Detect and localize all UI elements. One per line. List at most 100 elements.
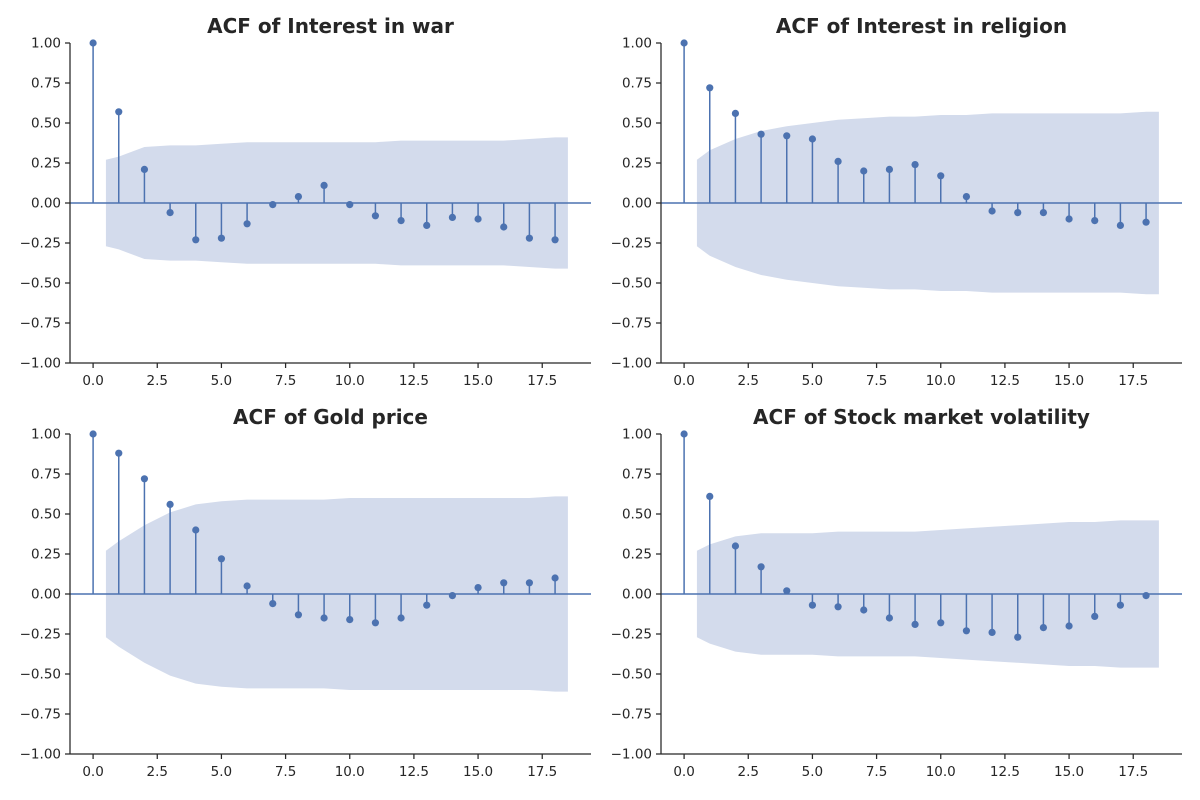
y-tick-label: 0.75 [622,76,652,92]
acf-point-lag-3 [166,209,174,217]
y-tick-label: 0.25 [622,156,652,172]
y-tick-label: −0.75 [20,316,61,332]
acf-point-lag-9 [320,181,328,189]
y-tick-label: −0.75 [20,707,61,723]
x-tick-label: 12.5 [990,373,1020,389]
acf-point-lag-10 [346,201,354,209]
x-tick-label: 17.5 [527,373,557,389]
y-tick-label: 0.00 [31,587,61,603]
x-tick-label: 7.5 [275,764,296,780]
y-tick-label: 0.25 [31,156,61,172]
y-tick-label: 0.75 [622,467,652,483]
acf-point-lag-16 [1091,612,1099,621]
acf-point-lag-17 [525,579,534,587]
acf-point-lag-12 [988,207,996,215]
acf-point-lag-3 [166,500,174,508]
y-tick-label: 0.25 [31,547,61,563]
acf-panel-2: 1.00 0.75 0.50 0.25 0.00 −0.25 −0.50 −0.75 −1.00… [611,14,1182,389]
y-tick-label: −0.25 [611,236,652,252]
y-tick-label: 0.25 [622,547,652,563]
x-tick-label: 2.5 [738,373,759,389]
x-tick-label: 12.5 [399,764,429,780]
y-tick-label: 0.50 [622,507,652,523]
x-tick-label: 17.5 [1118,373,1148,389]
x-tick-label: 5.0 [211,764,232,780]
acf-point-lag-1 [115,449,123,457]
acf-point-lag-0 [680,39,688,47]
acf-point-lag-1 [115,108,123,116]
acf-point-lag-15 [474,584,482,592]
acf-point-lag-5 [808,601,817,609]
acf-point-lag-13 [423,601,431,609]
panel-title: ACF of Stock market volatility [753,405,1090,429]
acf-point-lag-9 [320,614,328,622]
panel-title: ACF of Interest in war [207,14,454,38]
acf-point-lag-15 [1065,215,1073,223]
x-tick-label: 0.0 [82,373,103,389]
acf-point-lag-0 [680,430,688,438]
acf-point-lag-13 [1014,209,1022,217]
acf-point-lag-9 [911,620,919,629]
acf-point-lag-10 [346,616,354,624]
acf-point-lag-6 [243,220,251,228]
x-tick-label: 10.0 [335,764,365,780]
acf-point-lag-0 [89,39,97,47]
acf-point-lag-18 [1142,218,1150,226]
acf-point-lag-6 [243,582,251,590]
x-tick-label: 17.5 [1118,764,1148,780]
y-tick-label: −0.50 [20,667,61,683]
y-tick-label: 1.00 [622,36,652,52]
acf-point-lag-18 [551,236,559,244]
y-tick-label: −0.50 [20,276,61,292]
acf-point-lag-1 [706,84,714,92]
x-tick-label: 7.5 [866,373,887,389]
x-tick-label: 5.0 [211,373,232,389]
y-tick-label: −1.00 [20,747,61,763]
x-tick-label: 0.0 [673,764,694,780]
acf-point-lag-12 [988,628,996,637]
acf-point-lag-2 [731,542,740,550]
acf-point-lag-7 [860,606,868,614]
acf-point-lag-2 [140,475,149,483]
acf-point-lag-4 [192,236,200,244]
acf-point-lag-18 [551,574,559,582]
x-tick-label: 0.0 [673,373,694,389]
acf-point-lag-4 [783,132,791,140]
x-tick-label: 15.0 [463,764,493,780]
acf-point-lag-14 [1039,209,1048,217]
acf-point-lag-15 [474,215,482,223]
x-tick-label: 10.0 [926,764,956,780]
acf-point-lag-10 [937,619,945,627]
x-tick-label: 15.0 [1054,373,1084,389]
acf-point-lag-2 [731,109,740,117]
x-tick-label: 17.5 [527,764,557,780]
acf-point-lag-15 [1065,622,1073,630]
acf-point-lag-16 [500,579,508,587]
y-tick-label: 0.50 [31,116,61,132]
acf-point-lag-4 [192,526,200,534]
y-tick-label: 0.50 [31,507,61,523]
x-tick-label: 5.0 [802,373,823,389]
y-tick-label: 0.00 [622,196,652,212]
y-tick-label: −0.25 [20,627,61,643]
y-tick-label: 0.75 [31,467,61,483]
acf-point-lag-9 [911,161,919,169]
x-tick-label: 10.0 [926,373,956,389]
acf-point-lag-14 [448,592,457,600]
y-tick-label: −1.00 [20,356,61,372]
y-tick-label: −1.00 [611,747,652,763]
y-tick-label: −0.50 [611,667,652,683]
acf-point-lag-13 [1014,633,1022,641]
acf-point-lag-5 [808,135,817,143]
acf-point-lag-11 [962,193,971,201]
y-tick-label: 0.50 [622,116,652,132]
acf-point-lag-3 [757,563,765,571]
acf-point-lag-4 [783,587,791,595]
acf-point-lag-11 [962,627,971,635]
acf-point-lag-17 [1116,221,1125,229]
x-tick-label: 2.5 [738,764,759,780]
y-tick-label: −0.75 [611,316,652,332]
acf-point-lag-13 [423,221,431,229]
acf-point-lag-6 [834,157,842,165]
y-tick-label: 1.00 [622,427,652,443]
